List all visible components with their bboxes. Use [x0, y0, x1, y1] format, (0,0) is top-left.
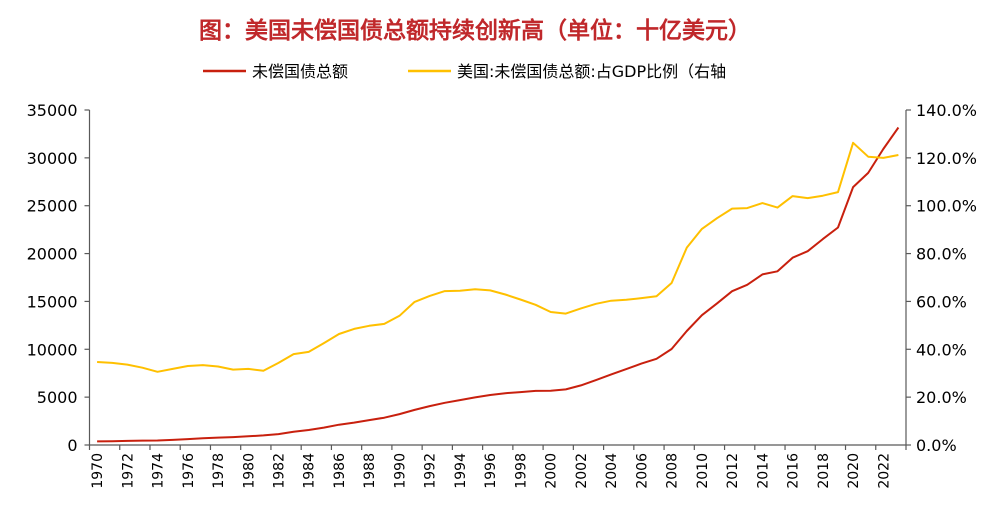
y-left-tick-label: 30000: [27, 149, 78, 168]
x-tick-label: 2002: [574, 453, 590, 489]
y-right-tick-label: 140.0%: [916, 101, 977, 120]
y-right-tick-label: 60.0%: [916, 292, 967, 311]
legend-label-debt: 未偿国债总额: [252, 62, 348, 81]
x-tick-label: 2000: [544, 453, 560, 489]
y-left-tick-label: 35000: [27, 101, 78, 120]
chart-title: 图：美国未偿国债总额持续创新高（单位：十亿美元）: [199, 17, 751, 44]
series-line-debt: [97, 126, 900, 443]
series-line-ratio: [97, 141, 899, 373]
y-left-tick-label: 0: [67, 436, 77, 455]
y-right-tick-label: 120.0%: [916, 149, 977, 168]
y-left-tick-label: 15000: [27, 292, 78, 311]
legend: 未偿国债总额 美国:未偿国债总额:占GDP比例（右轴: [203, 62, 726, 81]
y-right-tick-label: 0.0%: [916, 436, 957, 455]
x-tick-label: 1994: [453, 453, 469, 489]
x-tick-label: 2018: [816, 453, 832, 489]
x-tick-label: 2020: [846, 453, 862, 489]
y-left-tick-label: 5000: [37, 388, 78, 407]
x-tick-label: 1996: [483, 453, 499, 489]
x-tick-label: 1998: [513, 453, 529, 489]
x-tick-label: 1980: [241, 453, 257, 489]
y-left-tick-label: 20000: [27, 245, 78, 264]
x-tick-label: 2012: [725, 453, 741, 489]
x-tick-label: 1976: [181, 453, 197, 489]
x-tick-label: 1974: [151, 453, 167, 489]
x-tick-label: 1986: [332, 453, 348, 489]
x-tick-label: 2010: [695, 453, 711, 489]
x-tick-label: 2014: [755, 453, 771, 489]
x-tick-label: 1982: [272, 453, 288, 489]
y-left-tick-label: 10000: [27, 340, 78, 359]
x-tick-label: 2022: [876, 453, 892, 489]
y-right-tick-label: 100.0%: [916, 197, 977, 216]
y-right-tick-label: 80.0%: [916, 245, 967, 264]
x-tick-label: 1984: [302, 453, 318, 489]
y-right-tick-label: 40.0%: [916, 340, 967, 359]
x-tick-label: 2004: [604, 453, 620, 489]
y-left-tick-label: 25000: [27, 197, 78, 216]
x-tick-label: 1972: [120, 453, 136, 489]
legend-label-ratio: 美国:未偿国债总额:占GDP比例（右轴: [457, 62, 726, 81]
x-tick-label: 1990: [392, 453, 408, 489]
y-right-tick-label: 20.0%: [916, 388, 967, 407]
x-tick-label: 2008: [665, 453, 681, 489]
x-tick-label: 2006: [634, 453, 650, 489]
x-tick-label: 1988: [362, 453, 378, 489]
x-tick-label: 1978: [211, 453, 227, 489]
x-tick-label: 2016: [786, 453, 802, 489]
x-tick-label: 1992: [423, 453, 439, 489]
x-tick-label: 1970: [90, 453, 106, 489]
